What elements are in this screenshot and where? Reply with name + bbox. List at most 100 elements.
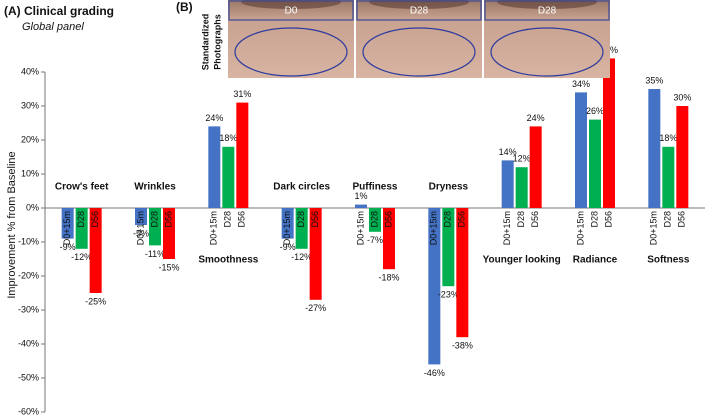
value-label: -12% [71, 252, 92, 262]
photo-label-box [228, 0, 354, 21]
bar [309, 208, 322, 300]
bar [501, 160, 514, 208]
y-tick-label: 30% [21, 100, 39, 110]
series-label: D0+15m [575, 211, 585, 245]
series-label: D56 [163, 211, 173, 228]
series-label: D28 [369, 211, 379, 228]
value-label: 26% [586, 106, 604, 116]
bar [281, 208, 294, 239]
value-label: -15% [158, 262, 179, 272]
bar [383, 208, 395, 270]
photo-caption: Standardized [200, 14, 210, 71]
category-label: Crow's feet [55, 182, 109, 193]
y-tick-label: -20% [18, 270, 39, 280]
region-outline [490, 27, 604, 77]
value-label: 18% [659, 133, 677, 143]
series-label: D28 [149, 211, 159, 228]
photo-panel-label: (B) [176, 0, 193, 14]
bar [529, 126, 542, 208]
series-label: D0+15m [649, 211, 659, 245]
y-tick-label: 40% [21, 66, 39, 76]
y-tick-label: 10% [21, 168, 39, 178]
eye-shadow [497, 0, 597, 9]
value-label: 18% [219, 133, 237, 143]
chart-subtitle: Global panel [22, 21, 84, 33]
series-label: D0+15m [135, 211, 145, 245]
bar [208, 126, 221, 208]
bar [648, 89, 661, 208]
eye-shadow [241, 0, 341, 9]
series-label: D0+15m [209, 211, 219, 245]
photo-caption: Photographs [212, 14, 222, 70]
series-label: D28 [296, 211, 306, 228]
series-label: D28 [663, 211, 673, 228]
category-label: Wrinkles [134, 182, 176, 193]
eye-shadow [369, 0, 469, 9]
bar [442, 208, 455, 287]
value-label: 1% [354, 191, 367, 201]
bar [89, 208, 102, 293]
value-label: 24% [527, 113, 545, 123]
value-label: 14% [499, 147, 517, 157]
value-label: 35% [645, 75, 663, 85]
category-label: Dark circles [273, 182, 330, 193]
value-label: 34% [572, 79, 590, 89]
bar [355, 204, 367, 208]
bar [149, 208, 161, 246]
bar [135, 208, 147, 225]
value-label: 31% [233, 89, 251, 99]
photo [484, 0, 610, 78]
value-label: -27% [305, 303, 326, 313]
bar [236, 102, 249, 208]
series-label: D56 [90, 211, 100, 228]
series-label: D28 [76, 211, 86, 228]
value-label: -38% [452, 341, 473, 351]
bar [662, 146, 675, 208]
series-label: D56 [383, 211, 393, 228]
value-label: -9% [280, 242, 296, 252]
category-label: Younger looking [483, 255, 561, 266]
photo-label: D28 [410, 6, 429, 17]
bar [163, 208, 175, 259]
photo-label: D28 [538, 6, 557, 17]
y-tick-label: -40% [18, 338, 39, 348]
series-label: D56 [457, 211, 467, 228]
category-label: Smoothness [198, 255, 258, 266]
y-tick-label: 0% [26, 202, 39, 212]
y-tick-label: -30% [18, 304, 39, 314]
series-label: D28 [443, 211, 453, 228]
bar [222, 146, 235, 208]
series-label: D56 [530, 211, 540, 228]
bar [575, 92, 587, 208]
photo-label-box [484, 0, 610, 21]
bar [369, 208, 381, 232]
value-label: -9% [60, 242, 76, 252]
value-label: 12% [513, 154, 531, 164]
y-tick-label: 20% [21, 134, 39, 144]
value-label: 24% [205, 113, 223, 123]
category-label: Puffiness [352, 182, 397, 193]
bar [603, 58, 615, 209]
region-outline [362, 27, 476, 77]
value-label: -25% [85, 296, 106, 306]
bar [295, 208, 308, 249]
value-label: -46% [424, 368, 445, 378]
category-label: Dryness [429, 182, 469, 193]
photo [356, 0, 482, 78]
value-label: -18% [378, 273, 399, 283]
value-label: -5% [133, 228, 149, 238]
value-label: -12% [291, 252, 312, 262]
y-tick-label: -60% [18, 406, 39, 416]
series-label: D0+15m [502, 211, 512, 245]
bar [456, 208, 469, 338]
category-label: Softness [647, 255, 690, 266]
chart-title: (A) Clinical grading [4, 4, 114, 18]
value-label: -11% [145, 249, 165, 259]
bar [75, 208, 88, 249]
bar [589, 119, 601, 208]
series-label: D56 [237, 211, 247, 228]
photo [228, 0, 354, 78]
series-label: D56 [677, 211, 687, 228]
series-label: D0+15m [62, 211, 72, 245]
series-label: D56 [310, 211, 320, 228]
